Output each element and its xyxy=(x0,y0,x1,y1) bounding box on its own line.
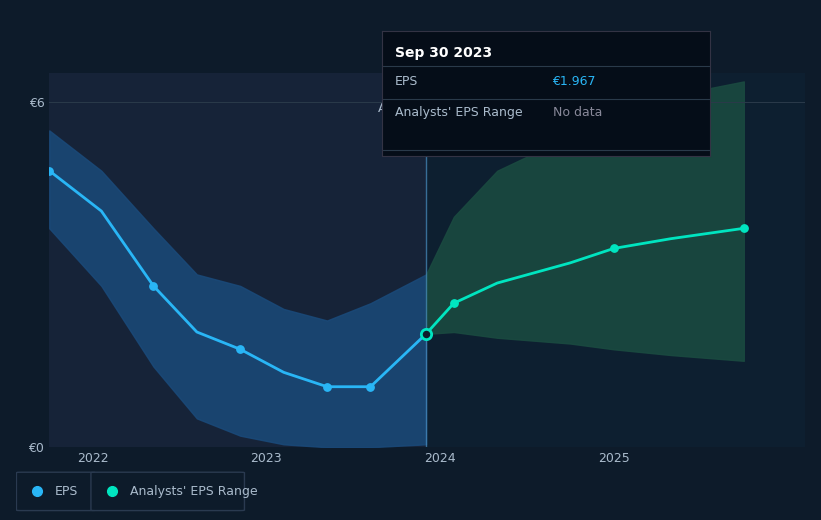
Text: €1.967: €1.967 xyxy=(553,75,596,88)
Point xyxy=(420,330,433,338)
Point xyxy=(737,224,750,232)
Point xyxy=(364,383,377,391)
FancyBboxPatch shape xyxy=(16,472,95,511)
FancyBboxPatch shape xyxy=(91,472,245,511)
Point xyxy=(234,345,247,354)
Text: Sep 30 2023: Sep 30 2023 xyxy=(395,46,492,60)
Text: Actual: Actual xyxy=(378,101,417,114)
Text: Analysts Forecasts: Analysts Forecasts xyxy=(443,101,560,114)
Point xyxy=(147,282,160,290)
Text: Analysts' EPS Range: Analysts' EPS Range xyxy=(395,106,522,119)
Point xyxy=(320,383,333,391)
Point xyxy=(607,244,620,253)
Text: EPS: EPS xyxy=(395,75,418,88)
Bar xyxy=(426,73,805,447)
Point xyxy=(43,166,56,175)
Text: EPS: EPS xyxy=(55,485,78,498)
Bar xyxy=(49,73,426,447)
Text: Analysts' EPS Range: Analysts' EPS Range xyxy=(131,485,258,498)
Point xyxy=(447,299,461,307)
Text: No data: No data xyxy=(553,106,602,119)
